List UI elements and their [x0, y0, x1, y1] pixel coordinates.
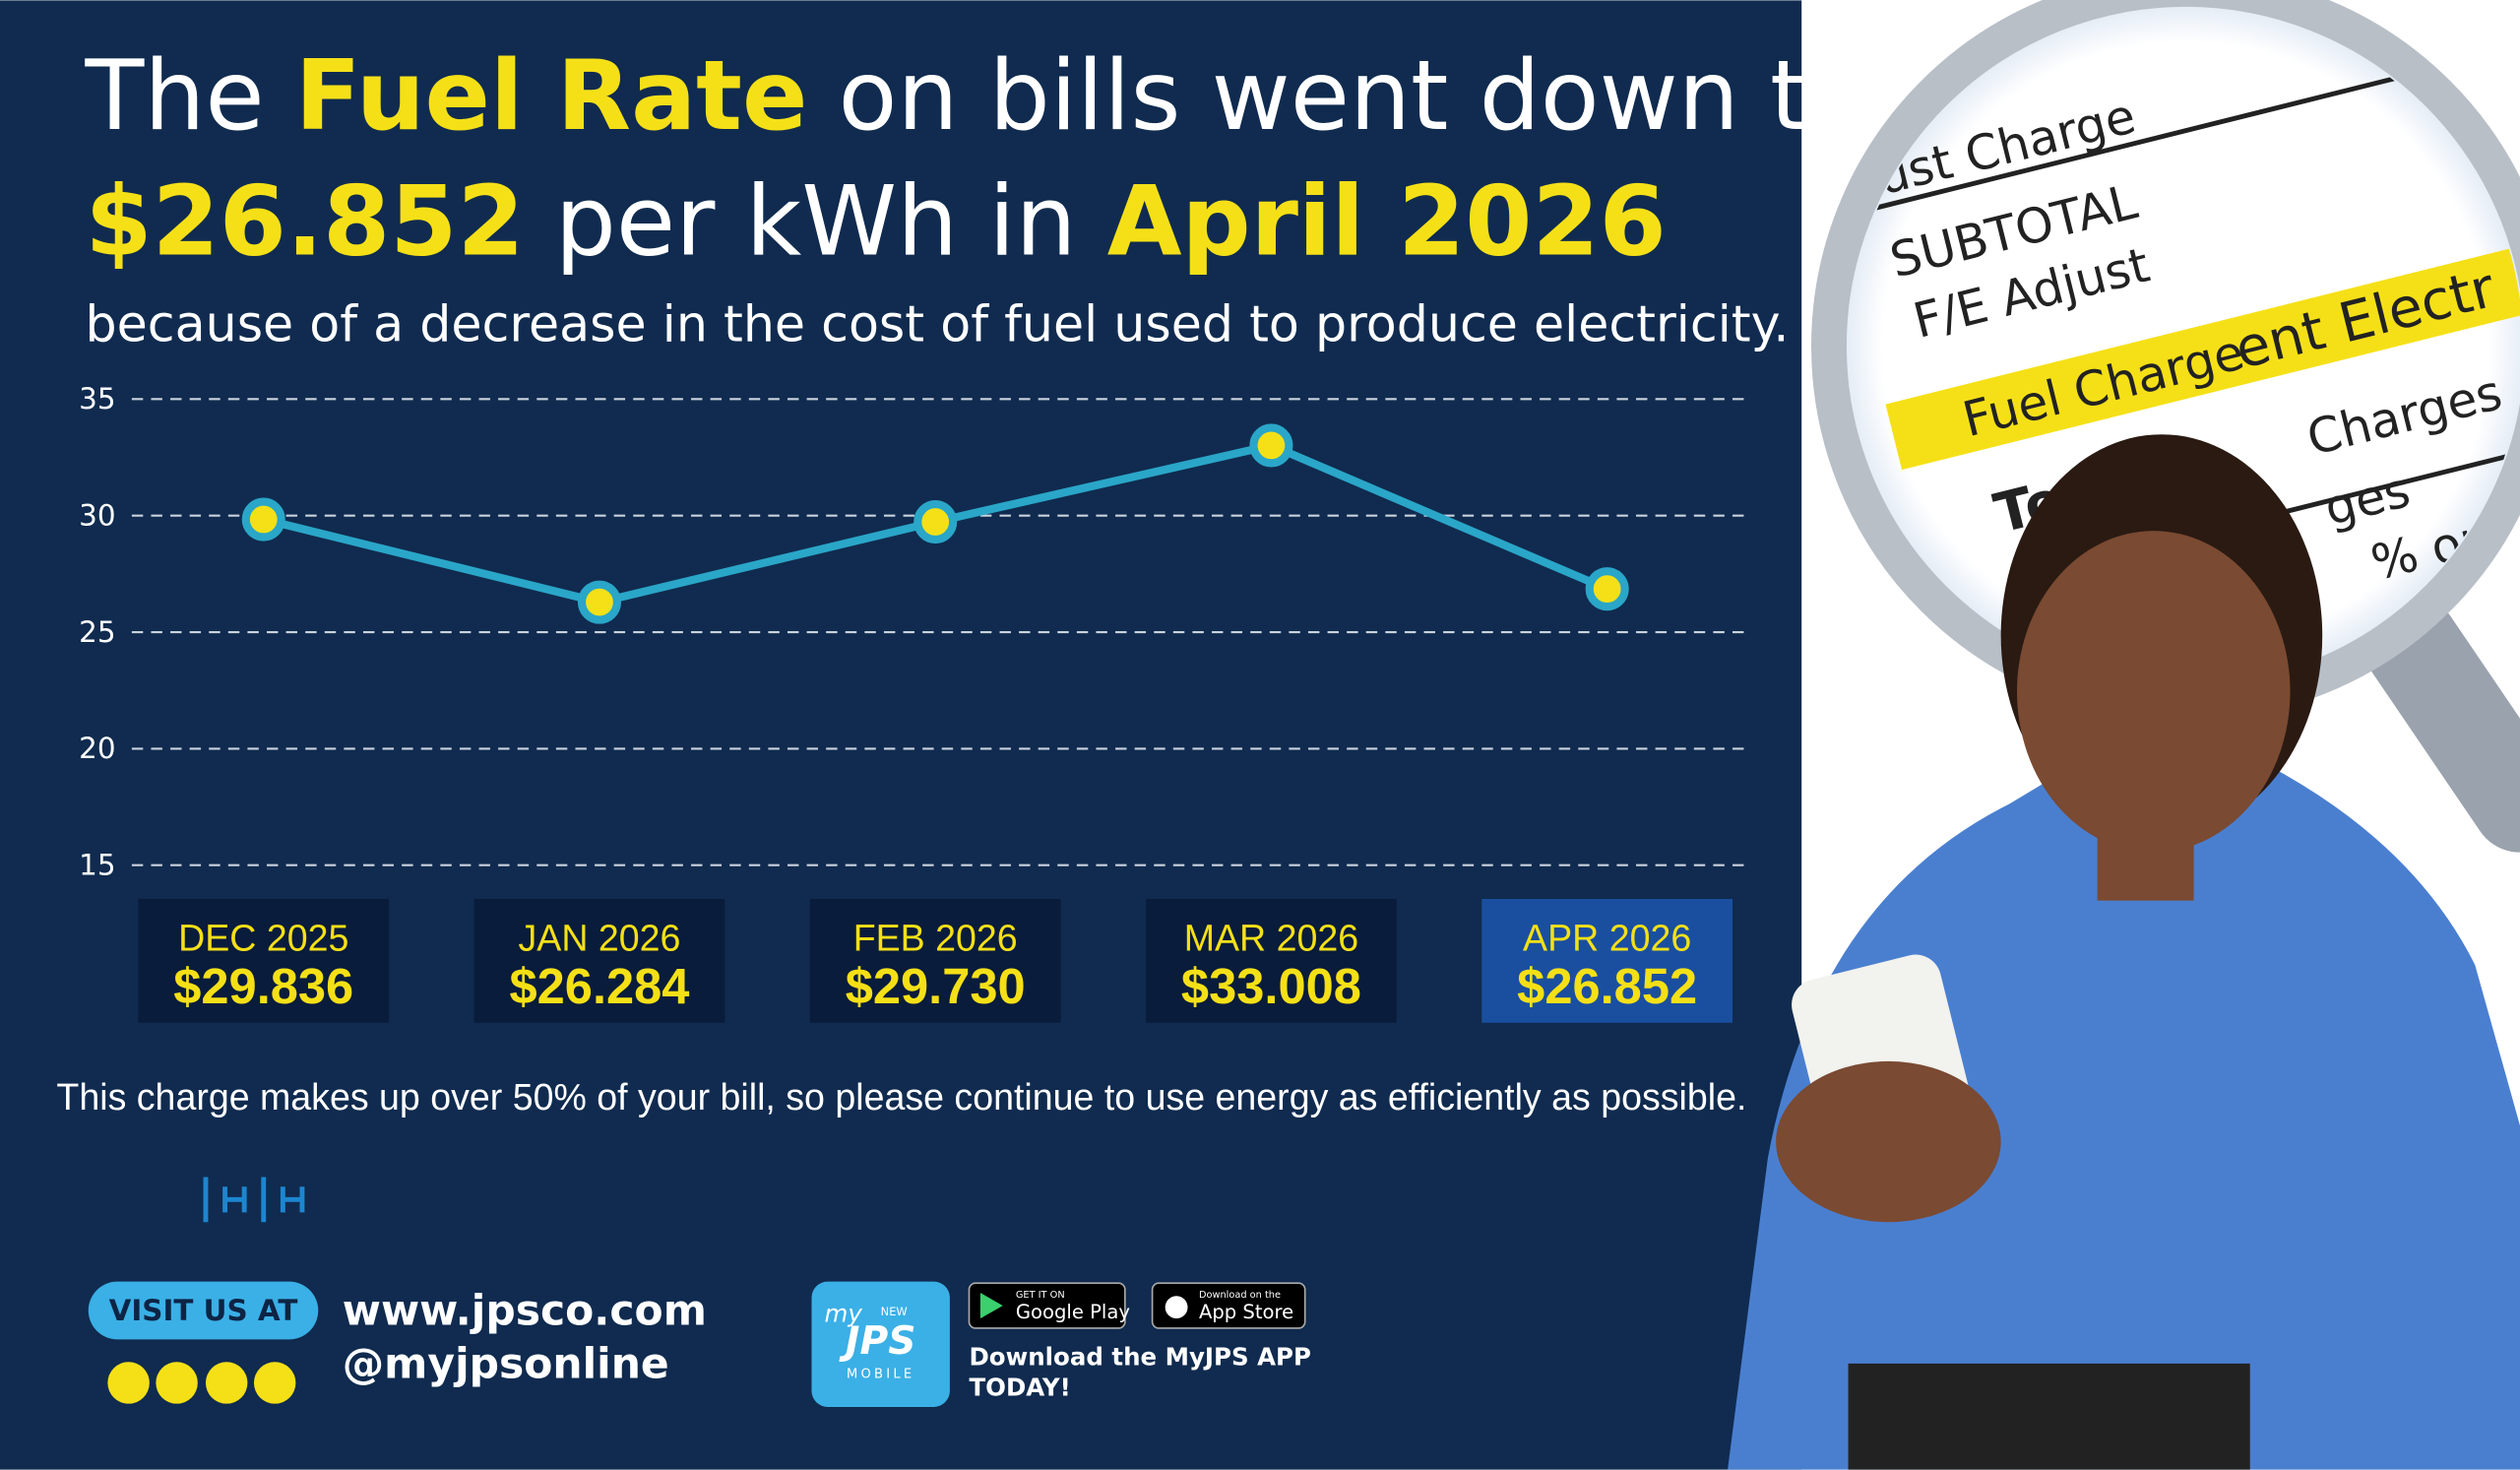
social-icons — [107, 1362, 296, 1404]
website[interactable]: www.jpsco.com — [343, 1288, 707, 1336]
x-tick-label: DEC 2025 — [178, 917, 348, 958]
download-line: Download the MyJPS APP — [969, 1342, 1310, 1371]
apple-logo — [1165, 1296, 1188, 1319]
title-highlight: Fuel Rate — [295, 40, 808, 153]
neck — [2097, 803, 2194, 901]
google-logo — [979, 1293, 1003, 1319]
magnifier-handle — [2362, 595, 2520, 853]
app-name: JPS — [839, 1319, 916, 1364]
point — [914, 499, 958, 544]
point — [241, 497, 285, 542]
apple-small: Download on the — [1199, 1290, 1281, 1301]
belt — [1848, 1363, 2250, 1470]
label-box — [473, 899, 725, 1023]
value-label: $26.852 — [1517, 958, 1697, 1014]
download-line: TODAY! — [969, 1374, 1070, 1402]
x-tick-label: JAN 2026 — [519, 917, 681, 958]
x-tick-label: APR 2026 — [1523, 917, 1691, 958]
title-text: The — [85, 40, 295, 153]
title-line: The Fuel Rate on bills went down to — [85, 40, 1867, 153]
title-text: on bills went down to — [807, 40, 1866, 153]
label-box — [1146, 899, 1397, 1023]
title-line: $26.852 per kWh in April 2026 — [86, 165, 1667, 278]
value-label: $26.284 — [510, 958, 690, 1014]
value-label: $29.836 — [173, 958, 353, 1014]
app-my: my — [825, 1299, 863, 1327]
app-sub: MOBILE — [847, 1368, 914, 1382]
apple-big: App Store — [1199, 1301, 1293, 1323]
app-icon[interactable] — [811, 1281, 950, 1407]
y-tick-label: 30 — [79, 498, 115, 532]
app-new: NEW — [881, 1305, 908, 1318]
title-text: per kWh in — [525, 165, 1107, 278]
note: This charge makes up over 50% of your bi… — [56, 1076, 1746, 1118]
y-tick-label: 25 — [79, 615, 115, 649]
label-box — [809, 899, 1061, 1023]
handle[interactable]: @myjpsonline — [343, 1341, 669, 1389]
chart: 15 20 25 30 35 DEC 2025$29.836 JAN 2026$26.284… — [79, 382, 1744, 1023]
label-box — [1481, 899, 1732, 1023]
subtitle: because of a decrease in the cost of fue… — [86, 295, 1790, 353]
google-big: Google Play — [1016, 1301, 1130, 1323]
apple-badge[interactable] — [1151, 1282, 1306, 1329]
title-highlight: April 2026 — [1107, 165, 1667, 278]
navy-panel — [0, 0, 1802, 1470]
title-highlight: $26.852 — [86, 165, 525, 278]
visit-pill — [88, 1281, 319, 1340]
google-small: GET IT ON — [1016, 1290, 1065, 1301]
x-tick-label: FEB 2026 — [853, 917, 1018, 958]
value-label: $33.008 — [1181, 958, 1361, 1014]
point — [1249, 423, 1293, 468]
hands — [1776, 1060, 2001, 1223]
value-label: $29.730 — [846, 958, 1026, 1014]
waveform — [203, 1177, 305, 1223]
face — [2016, 531, 2291, 853]
y-tick-label: 15 — [79, 849, 115, 882]
visit-label: VISIT US AT — [109, 1294, 298, 1327]
y-tick-label: 20 — [79, 732, 115, 765]
point — [1585, 567, 1629, 611]
y-tick-label: 35 — [79, 382, 115, 415]
google-badge[interactable] — [968, 1282, 1126, 1329]
x-tick-label: MAR 2026 — [1184, 917, 1358, 958]
point — [577, 580, 622, 624]
label-box — [138, 899, 390, 1023]
shirt — [1728, 755, 2520, 1470]
title: The Fuel Rate on bills went down to $26.8… — [85, 40, 1867, 278]
